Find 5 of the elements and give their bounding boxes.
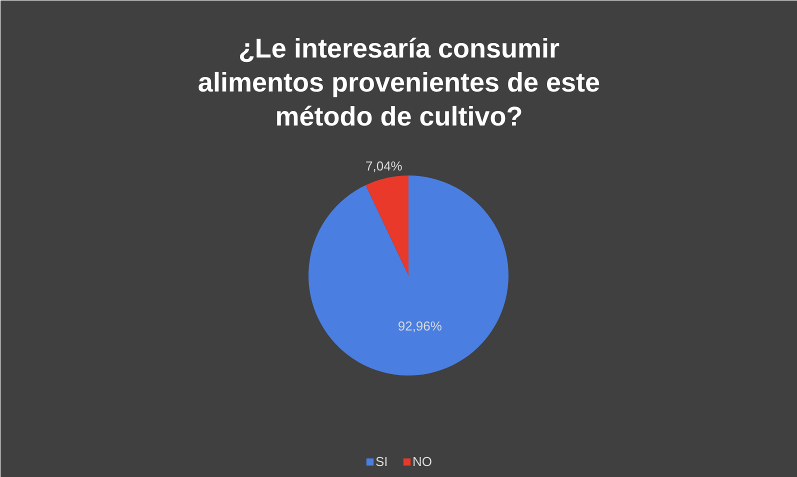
legend-label: NO [412, 454, 432, 469]
legend-label: SI [376, 454, 389, 469]
data-label: 92,96% [398, 318, 442, 334]
data-label: 7,04% [366, 158, 403, 174]
chart-title: ¿Le interesaría consumir alimentos provenientes de este método de cultivo? [198, 34, 600, 132]
